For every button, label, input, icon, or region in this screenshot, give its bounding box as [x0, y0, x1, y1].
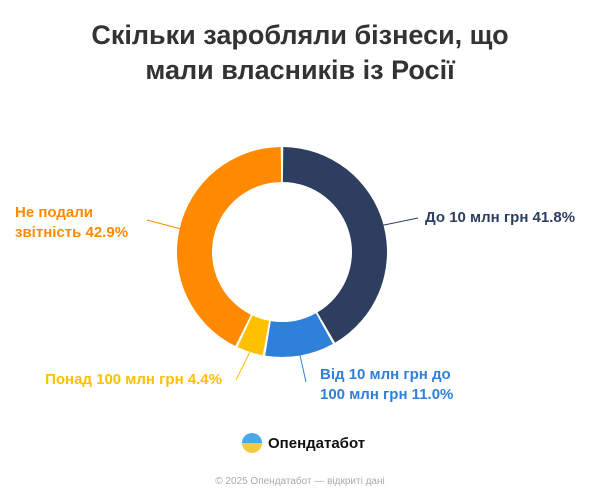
label-10m-100m: Від 10 млн грн до 100 млн грн 11.0% [320, 365, 453, 405]
label-line: Не подали [15, 204, 93, 221]
label-line: 100 млн грн 11.0% [320, 386, 454, 403]
title-line-2: мали власників із Росії [145, 55, 455, 85]
logo-icon [242, 433, 262, 453]
leader-line [235, 351, 251, 381]
label-line: Понад 100 млн грн 4.4% [45, 371, 222, 388]
slice-no-report [176, 147, 282, 347]
label-line: До 10 млн грн 41.8% [425, 209, 576, 226]
label-line: звітність 42.9% [15, 224, 129, 241]
title-line-1: Скільки заробляли бізнеси, що [91, 20, 509, 50]
leader-line [299, 355, 307, 383]
chart-title: Скільки заробляли бізнеси, що мали власн… [0, 18, 600, 88]
label-up-to-10m: До 10 млн грн 41.8% [425, 208, 575, 228]
leader-line [383, 217, 419, 226]
slice-over-100m [237, 315, 270, 356]
brand-name: Опендатабот [268, 434, 366, 452]
brand-logo: Опендатабот [242, 433, 365, 453]
label-no-report: Не подали звітність 42.9% [15, 203, 128, 243]
label-line: Від 10 млн грн до [320, 366, 451, 383]
footer: © 2025 Опендатабот — відкриті дані [215, 476, 385, 487]
slice-up-to-10m [282, 147, 388, 343]
label-over-100m: Понад 100 млн грн 4.4% [45, 370, 222, 390]
leader-line [146, 219, 180, 230]
slice-10m-100m [265, 313, 333, 357]
